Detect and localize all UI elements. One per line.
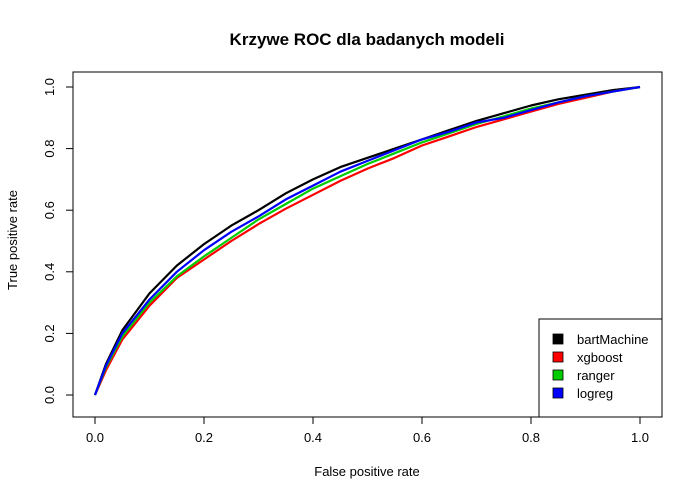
series-lines	[93, 85, 641, 396]
legend-label: xgboost	[577, 350, 623, 365]
y-axis-label: True positive rate	[5, 190, 20, 290]
legend-swatch	[552, 333, 564, 345]
x-tick-label: 0.4	[304, 430, 322, 445]
legend-swatch	[552, 369, 564, 381]
y-tick-label: 0.4	[42, 263, 57, 281]
y-tick-label: 1.0	[42, 78, 57, 96]
series-line-bartmachine	[93, 85, 641, 396]
x-axis-label: False positive rate	[314, 464, 420, 479]
chart-title: Krzywe ROC dla badanych modeli	[230, 30, 505, 49]
legend-label: logreg	[577, 386, 613, 401]
series-line-logreg	[93, 85, 641, 396]
x-tick-label: 0.8	[522, 430, 540, 445]
x-tick-label: 0.2	[195, 430, 213, 445]
y-tick-label: 0.8	[42, 140, 57, 158]
legend-label: bartMachine	[577, 332, 649, 347]
legend: bartMachine xgboost ranger logreg	[538, 318, 663, 418]
x-tick-label: 0.0	[86, 430, 104, 445]
legend-swatch	[552, 387, 564, 399]
y-tick-label: 0.6	[42, 201, 57, 219]
y-tick-label: 0.2	[42, 324, 57, 342]
y-tick-label: 0.0	[42, 386, 57, 404]
series-line-xgboost	[93, 85, 641, 396]
legend-label: ranger	[577, 368, 615, 383]
legend-swatch	[552, 351, 564, 363]
x-tick-label: 0.6	[413, 430, 431, 445]
x-tick-label: 1.0	[631, 430, 649, 445]
